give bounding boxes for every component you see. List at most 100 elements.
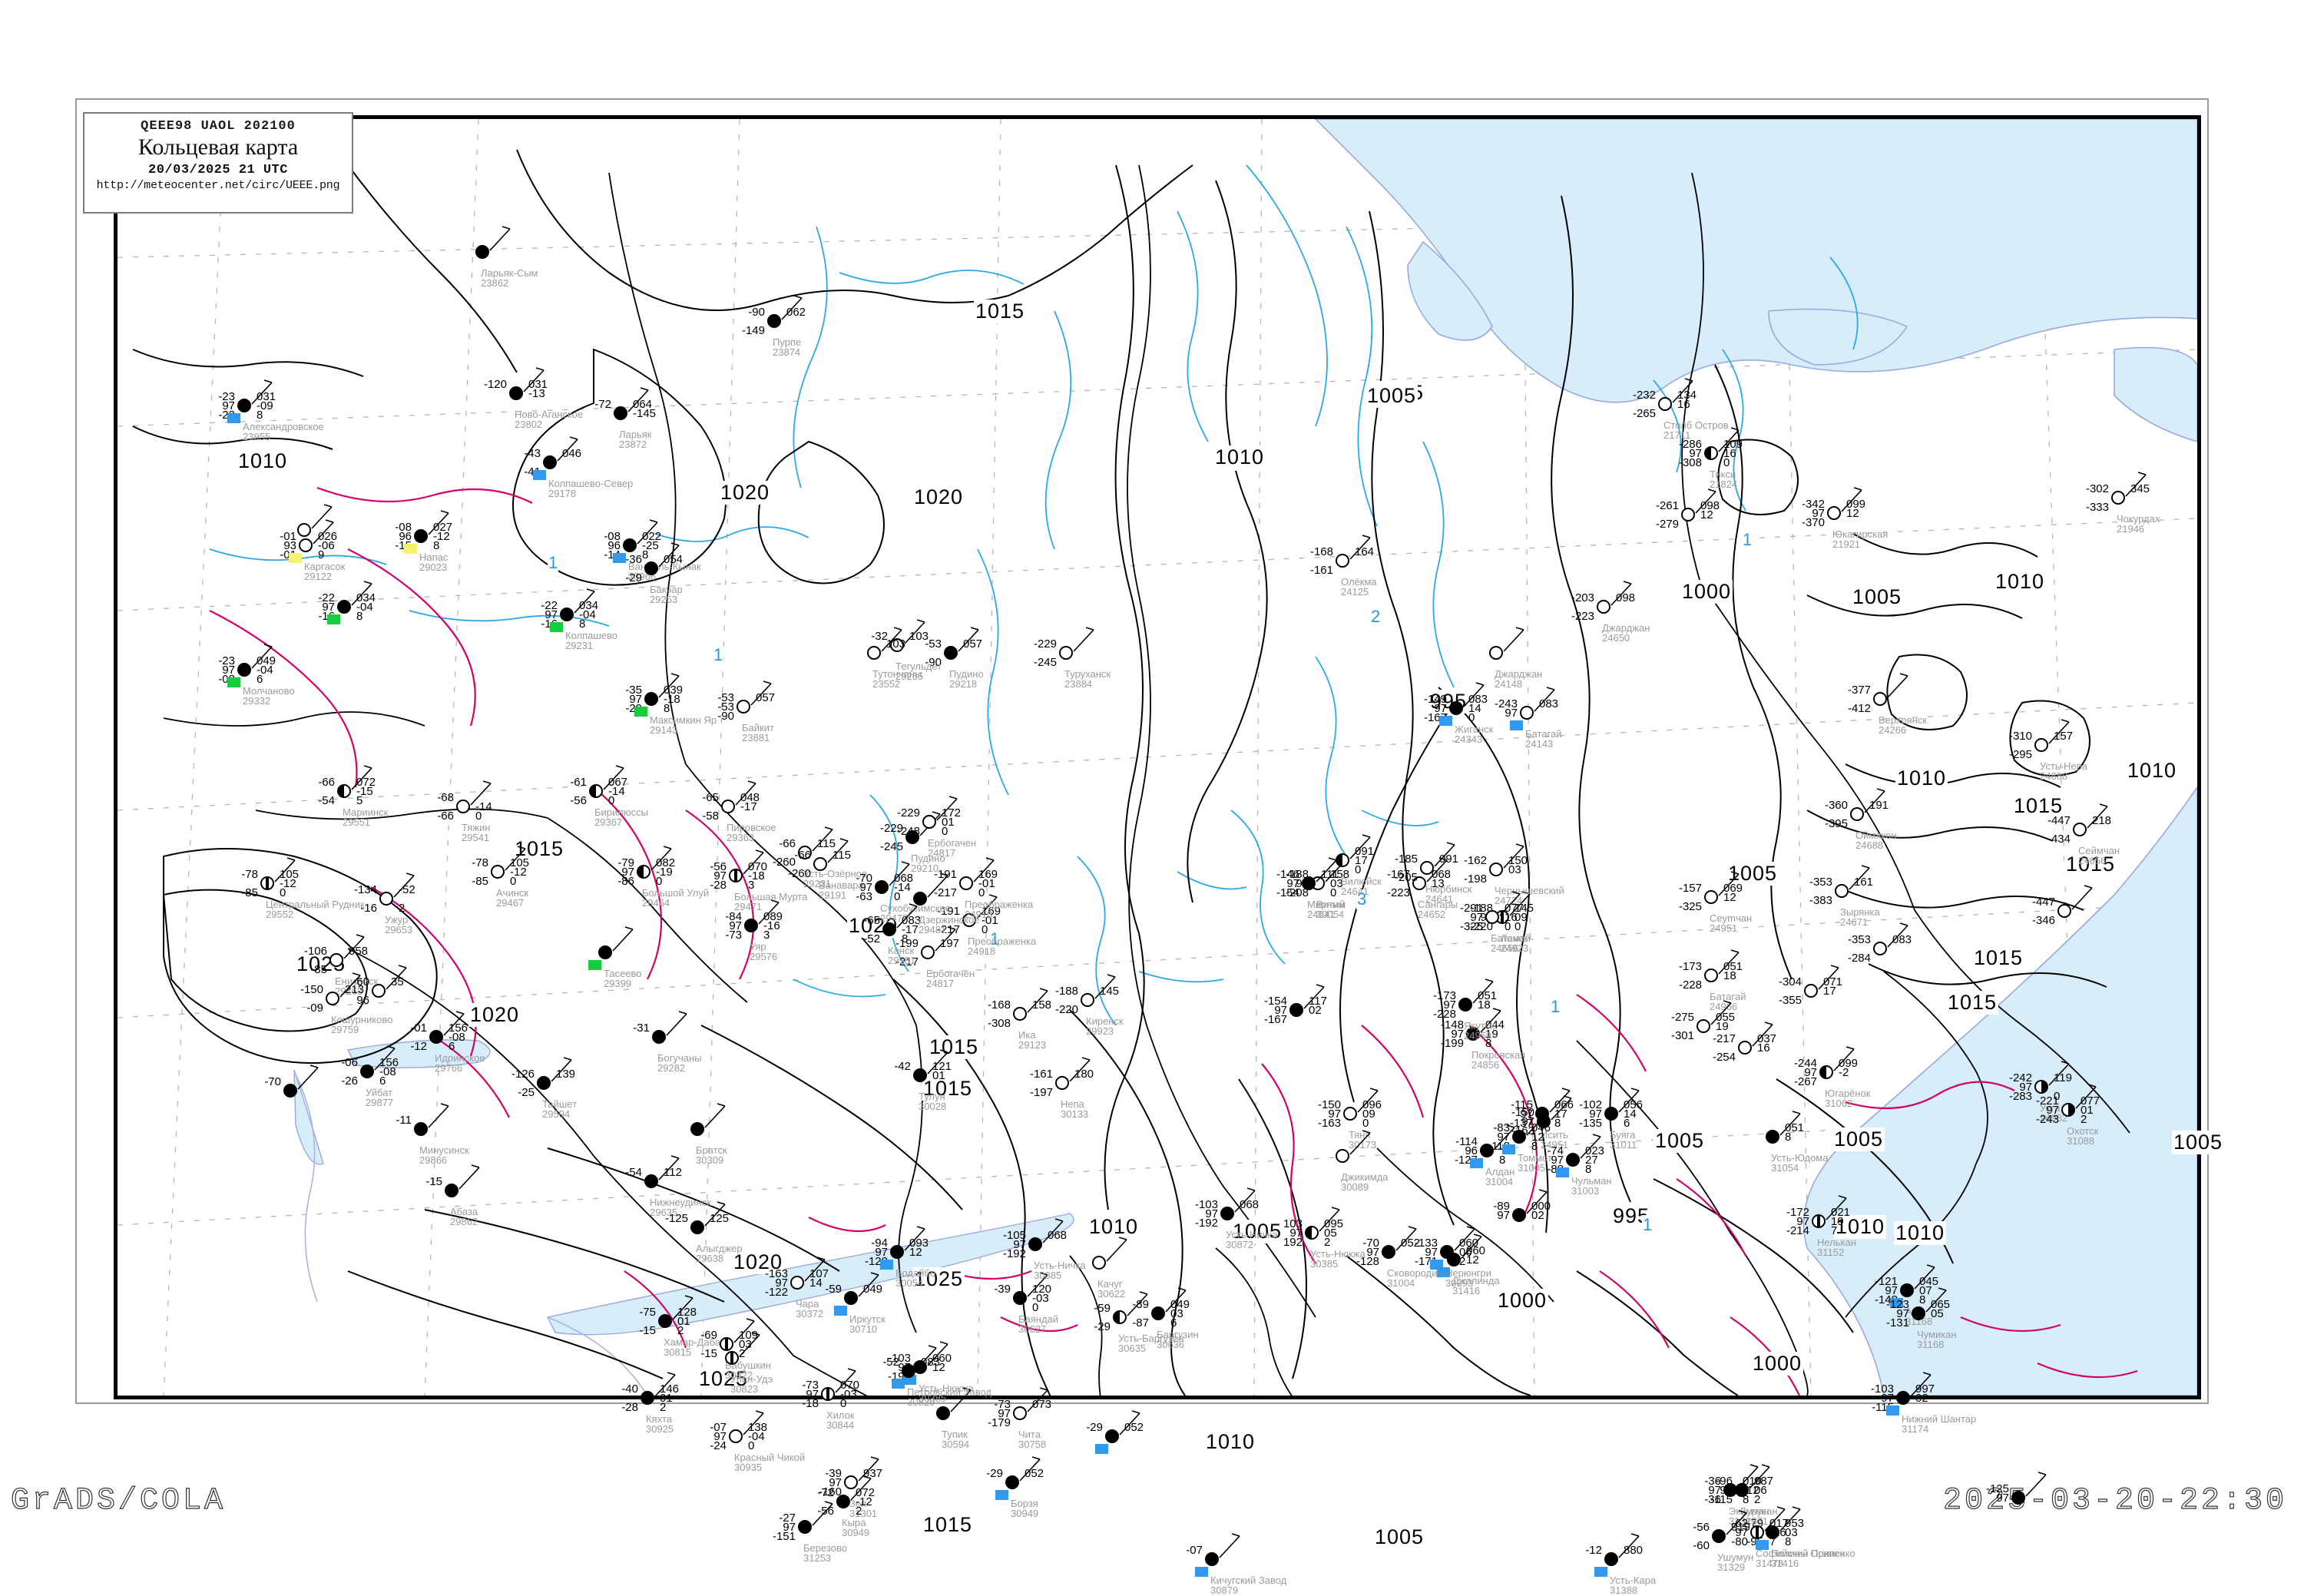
cloud-cover-icon	[1412, 876, 1426, 890]
temperature-value: -134	[353, 883, 377, 896]
station-id: 29471	[734, 901, 763, 912]
pressure-value: 083	[1539, 697, 1559, 710]
pressure-value: 107	[809, 1267, 829, 1280]
river-label: 1	[1742, 530, 1753, 550]
pressure-tendency: 01	[677, 1315, 690, 1328]
pressure-value: 098	[1700, 499, 1720, 512]
pressure-value: 134	[1677, 389, 1697, 402]
station-name: Хамар-Дабан	[664, 1336, 727, 1348]
pressure-value: 937	[863, 1467, 883, 1480]
humidity-value: 97	[1366, 1246, 1379, 1259]
grads-credit: GrADS/COLA	[10, 1483, 227, 1518]
pressure-value: 180	[1074, 1068, 1094, 1081]
temperature-value: -61	[570, 776, 587, 789]
humidity-value: 97	[322, 601, 335, 614]
pressure-tendency: 01	[932, 1069, 945, 1082]
station-id: 24343	[1455, 733, 1483, 745]
station-name: Александровское	[243, 421, 324, 432]
dewpoint-value: -15	[700, 1347, 717, 1360]
pressure-tendency: 05	[1324, 1227, 1337, 1240]
cloud-cover-icon	[1512, 1130, 1526, 1144]
cloud-cover-icon	[882, 922, 896, 936]
temperature-value: -36	[625, 553, 642, 566]
pressure-tendency: 14	[809, 1276, 823, 1290]
station-id: 29576	[750, 951, 778, 962]
weather-map[interactable]: .sea {fill:#d7edf9;stroke:#9aa8e0;stroke…	[114, 115, 2201, 1399]
station-name: Ербогачён	[926, 968, 975, 979]
pressure-value: 953	[1785, 1517, 1805, 1530]
dewpoint-value: -248	[896, 825, 920, 838]
dewpoint-value: -333	[2085, 501, 2109, 514]
station-id: 29231	[803, 878, 832, 889]
wind-barb-icon	[1549, 1088, 1571, 1113]
station-name: Нижний Шантар	[1902, 1413, 1977, 1425]
precip-flag-icon	[1095, 1444, 1108, 1454]
wind-barb-icon	[1349, 1130, 1371, 1155]
dewpoint-value: -149	[741, 324, 765, 337]
station-name: Киренск	[1086, 1015, 1124, 1027]
station-id: 24650	[1602, 632, 1630, 644]
wind-barb-icon	[343, 934, 365, 959]
isobar-label: 1010	[2126, 759, 2179, 783]
station-id: 24817	[928, 847, 956, 859]
wind-barb-icon	[2048, 1061, 2070, 1086]
humidity-value: 97	[1589, 1108, 1602, 1121]
cloud-cover-icon	[690, 1220, 704, 1234]
pressure-value: 062	[786, 306, 806, 319]
isobar-label: 1005	[1366, 384, 1418, 408]
station-id: 29594	[542, 1108, 571, 1120]
station-id: 24671	[1840, 916, 1869, 928]
dewpoint-value: -18	[802, 1397, 819, 1410]
humidity-value: 97	[1425, 1246, 1438, 1259]
pressure-value: 057	[756, 691, 776, 704]
past-weather-value: 2	[1324, 1236, 1331, 1249]
isobar-label: 1005	[1654, 1129, 1706, 1153]
cloud-cover-icon	[1804, 984, 1818, 998]
pressure-value: 052	[1401, 1237, 1421, 1250]
temperature-value: -232	[1632, 389, 1656, 402]
pressure-value: 197	[940, 937, 960, 950]
cloud-cover-icon	[836, 1495, 850, 1508]
precip-flag-icon	[227, 677, 240, 687]
wind-barb-icon	[958, 627, 979, 652]
temperature-value: -12	[1585, 1544, 1602, 1557]
precip-flag-icon	[892, 1379, 905, 1389]
wind-barb-icon	[351, 581, 372, 606]
temperature-value: -161	[1029, 1068, 1053, 1081]
pressure-tendency: 16	[1677, 398, 1690, 411]
humidity-value: 97	[2046, 1104, 2059, 1117]
pressure-value: 055	[1716, 1011, 1736, 1024]
pressure-value: 158	[1032, 998, 1052, 1012]
humidity-value: 97	[1497, 1131, 1510, 1144]
past-weather-value: 5	[356, 794, 363, 807]
station-id: 29363	[727, 832, 755, 843]
cloud-cover-icon	[237, 663, 251, 677]
pressure-value: 083	[902, 914, 922, 927]
past-weather-value: 6	[379, 1074, 386, 1088]
dewpoint-value: -308	[987, 1017, 1011, 1030]
isobar-label: 1005	[1726, 862, 1779, 886]
station-id: 29399	[604, 978, 632, 989]
temperature-value: -23	[218, 390, 235, 403]
dewpoint-value: -24	[710, 1439, 727, 1452]
humidity-value: 97	[1896, 1307, 1909, 1320]
wind-barb-icon	[739, 1332, 760, 1357]
pressure-value: 157	[2054, 730, 2074, 743]
station-id: 24656	[2078, 855, 2107, 866]
station-name: Сангары	[1418, 899, 1458, 910]
pressure-tendency: 03	[1508, 863, 1521, 876]
past-weather-value: 8	[1554, 1117, 1561, 1130]
precip-flag-icon	[227, 413, 240, 423]
past-weather-value: 8	[356, 610, 363, 623]
wind-barb-icon	[1718, 427, 1740, 452]
humidity-value: 97	[1996, 1492, 2009, 1505]
wind-barb-icon	[1349, 834, 1371, 859]
dewpoint-value: -265	[1632, 407, 1656, 420]
pressure-tendency: 12	[1531, 1131, 1544, 1144]
cloud-cover-icon	[414, 1122, 428, 1136]
wind-barb-icon	[1503, 843, 1524, 869]
pressure-tendency: 17	[1554, 1108, 1567, 1121]
temperature-value: -150	[300, 983, 323, 996]
isobar-label: 1005	[2172, 1131, 2225, 1154]
wind-barb-icon	[428, 1103, 449, 1128]
